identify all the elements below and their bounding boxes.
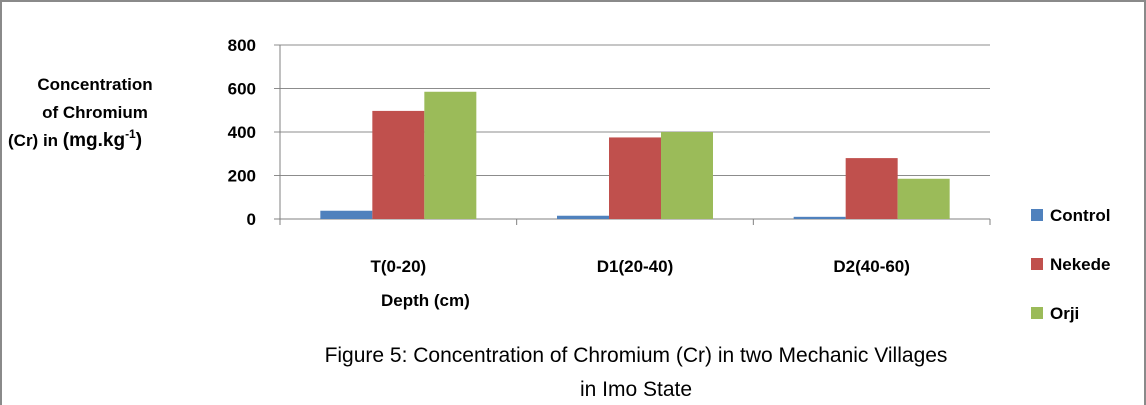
bar-orji-1 xyxy=(424,91,477,219)
legend-label-control: Control xyxy=(1050,206,1110,225)
legend-label-nekede: Nekede xyxy=(1050,255,1110,274)
y-tick-label: 200 xyxy=(228,167,256,186)
x-category-label: D1(20-40) xyxy=(597,257,674,276)
y-tick-label: 600 xyxy=(228,80,256,99)
x-category-label: T(0-20) xyxy=(370,257,426,276)
y-tick-label: 400 xyxy=(228,123,256,142)
y-axis-title-line: of Chromium xyxy=(42,103,148,122)
legend-swatch-control xyxy=(1031,209,1043,221)
legend-label-orji: Orji xyxy=(1050,304,1079,323)
x-axis-title: Depth (cm) xyxy=(381,291,470,310)
legend-swatch-orji xyxy=(1031,307,1043,319)
bar-orji-3 xyxy=(897,178,950,219)
bar-control-2 xyxy=(557,215,609,219)
bar-control-3 xyxy=(793,216,846,219)
legend-swatch-nekede xyxy=(1031,258,1043,270)
y-axis-title-line: Concentration xyxy=(37,75,152,94)
x-category-label: D2(40-60) xyxy=(833,257,910,276)
y-axis-title-line: (Cr) in (mg.kg-1) xyxy=(8,127,142,151)
bar-control-1 xyxy=(320,210,373,219)
figure-title-line: in Imo State xyxy=(580,378,692,401)
figure-title-line: Figure 5: Concentration of Chromium (Cr)… xyxy=(325,344,948,367)
bar-nekede-2 xyxy=(609,137,661,219)
bar-nekede-3 xyxy=(845,158,898,219)
bar-orji-2 xyxy=(661,132,713,219)
y-tick-label: 0 xyxy=(247,210,256,229)
bar-nekede-1 xyxy=(372,110,425,219)
y-tick-label: 800 xyxy=(228,36,256,55)
